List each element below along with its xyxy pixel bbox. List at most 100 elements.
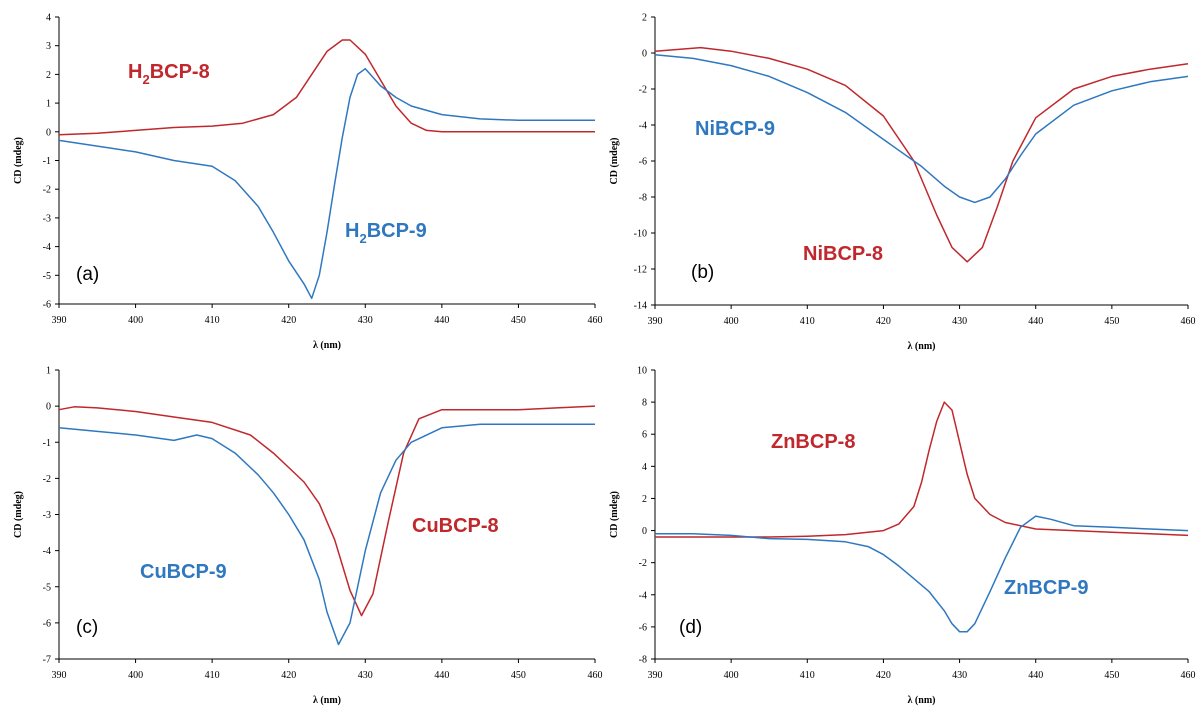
y-tick-label: -5: [43, 582, 51, 593]
series-line-NiBCP-8: [654, 46, 1189, 263]
x-tick-label: 430: [952, 670, 967, 681]
x-tick-label: 460: [588, 315, 603, 326]
panel-label: (a): [76, 264, 99, 285]
chart-panel-2: -7 -6 -5 -4 -3 -2 -1 0 1 390 400 410 420 430 440 450 460…: [13, 366, 603, 707]
panel-label: (b): [691, 262, 714, 283]
y-tick-label: 2: [642, 13, 647, 24]
x-tick-label: 450: [511, 670, 526, 681]
x-tick-label: 390: [648, 316, 663, 327]
series-label-ZnBCP-9: ZnBCP-9: [1004, 577, 1088, 599]
y-tick-label: -14: [634, 301, 647, 312]
series-label-H2BCP-8: H2BCP-8: [128, 61, 210, 87]
y-tick-label: 1: [46, 99, 51, 110]
y-tick-label: -4: [639, 590, 647, 601]
y-tick-label: -5: [43, 271, 51, 282]
x-tick-label: 440: [1028, 316, 1043, 327]
panel-label: (d): [679, 617, 702, 638]
y-tick-label: -4: [43, 242, 51, 253]
series-label-ZnBCP-8: ZnBCP-8: [771, 431, 855, 453]
x-tick-label: 440: [1028, 670, 1043, 681]
y-tick-label: -8: [639, 193, 647, 204]
y-tick-label: -4: [43, 546, 51, 557]
series-label-NiBCP-8: NiBCP-8: [803, 243, 883, 265]
y-tick-label: -3: [43, 213, 51, 224]
y-tick-label: -2: [43, 185, 51, 196]
x-tick-label: 410: [800, 316, 815, 327]
y-axis-title: CD (mdeg): [13, 137, 24, 184]
x-tick-label: 450: [511, 315, 526, 326]
series-line-ZnBCP-8: [655, 401, 1189, 538]
x-tick-label: 460: [1181, 316, 1196, 327]
x-tick-label: 390: [52, 315, 67, 326]
x-tick-label: 430: [358, 670, 373, 681]
series-label-CuBCP-8: CuBCP-8: [412, 515, 499, 537]
y-tick-label: -3: [43, 510, 51, 521]
x-axis-title: λ (nm): [313, 695, 341, 706]
x-tick-label: 450: [1104, 316, 1119, 327]
y-tick-label: -7: [43, 655, 51, 666]
x-tick-label: 390: [52, 670, 67, 681]
y-tick-label: -4: [639, 121, 647, 132]
series-line-CuBCP-9: [58, 423, 595, 646]
series-line-ZnBCP-9: [655, 515, 1189, 633]
y-tick-label: -1: [43, 156, 51, 167]
y-tick-label: 0: [642, 49, 647, 60]
series-label-H2BCP-9: H2BCP-9: [345, 220, 427, 246]
x-axis-title: λ (nm): [908, 695, 936, 706]
x-tick-label: 430: [952, 316, 967, 327]
y-tick-label: 2: [642, 494, 647, 505]
y-tick-label: 3: [46, 41, 51, 52]
series-line-NiBCP-9: [654, 54, 1189, 204]
y-axis-title: CD (mdeg): [13, 491, 24, 538]
y-tick-label: -1: [43, 438, 51, 449]
x-tick-label: 420: [281, 315, 296, 326]
y-tick-label: 0: [46, 127, 51, 138]
y-tick-label: 0: [46, 402, 51, 413]
series-line-H2BCP-9: [58, 67, 595, 300]
x-tick-label: 430: [358, 315, 373, 326]
series-label-NiBCP-9: NiBCP-9: [695, 118, 775, 140]
x-tick-label: 440: [434, 315, 449, 326]
y-tick-label: -6: [43, 618, 51, 629]
y-tick-label: 10: [637, 366, 647, 377]
y-tick-label: -8: [639, 655, 647, 666]
y-tick-label: -6: [639, 157, 647, 168]
y-tick-label: 4: [642, 462, 647, 473]
x-tick-label: 420: [876, 670, 891, 681]
y-tick-label: 6: [642, 430, 647, 441]
chart-panel-0: -6 -5 -4 -3 -2 -1 0 1 2 3 4 390 400 410 420 430 440 450 46…: [13, 13, 603, 352]
y-tick-label: -6: [639, 622, 647, 633]
y-axis-title: CD (mdeg): [609, 138, 620, 185]
x-tick-label: 410: [800, 670, 815, 681]
x-tick-label: 400: [128, 670, 143, 681]
y-tick-label: 0: [642, 526, 647, 537]
x-tick-label: 420: [281, 670, 296, 681]
x-tick-label: 420: [876, 316, 891, 327]
y-axis-title: CD (mdeg): [609, 491, 620, 538]
panel-label: (c): [76, 617, 98, 638]
chart-panel-3: -8 -6 -4 -2 0 2 4 6 8 10 390 400 410 420 430 440 450 460 λ…: [609, 366, 1196, 707]
series-label-CuBCP-9: CuBCP-9: [140, 561, 227, 583]
x-axis-title: λ (nm): [313, 340, 341, 351]
x-axis-title: λ (nm): [908, 341, 936, 352]
x-tick-label: 390: [648, 670, 663, 681]
y-tick-label: -12: [634, 265, 647, 276]
x-tick-label: 400: [128, 315, 143, 326]
x-tick-label: 410: [205, 670, 220, 681]
x-tick-label: 400: [724, 316, 739, 327]
y-tick-label: -2: [639, 558, 647, 569]
x-tick-label: 460: [588, 670, 603, 681]
series-line-CuBCP-8: [58, 405, 596, 617]
y-tick-label: -2: [43, 474, 51, 485]
y-tick-label: -10: [634, 229, 647, 240]
y-tick-label: 4: [46, 13, 51, 24]
x-tick-label: 450: [1104, 670, 1119, 681]
y-tick-label: -6: [43, 300, 51, 311]
x-tick-label: 460: [1181, 670, 1196, 681]
y-tick-label: -2: [639, 85, 647, 96]
x-tick-label: 410: [205, 315, 220, 326]
y-tick-label: 2: [46, 70, 51, 81]
y-tick-label: 1: [46, 366, 51, 377]
y-tick-label: 8: [642, 398, 647, 409]
